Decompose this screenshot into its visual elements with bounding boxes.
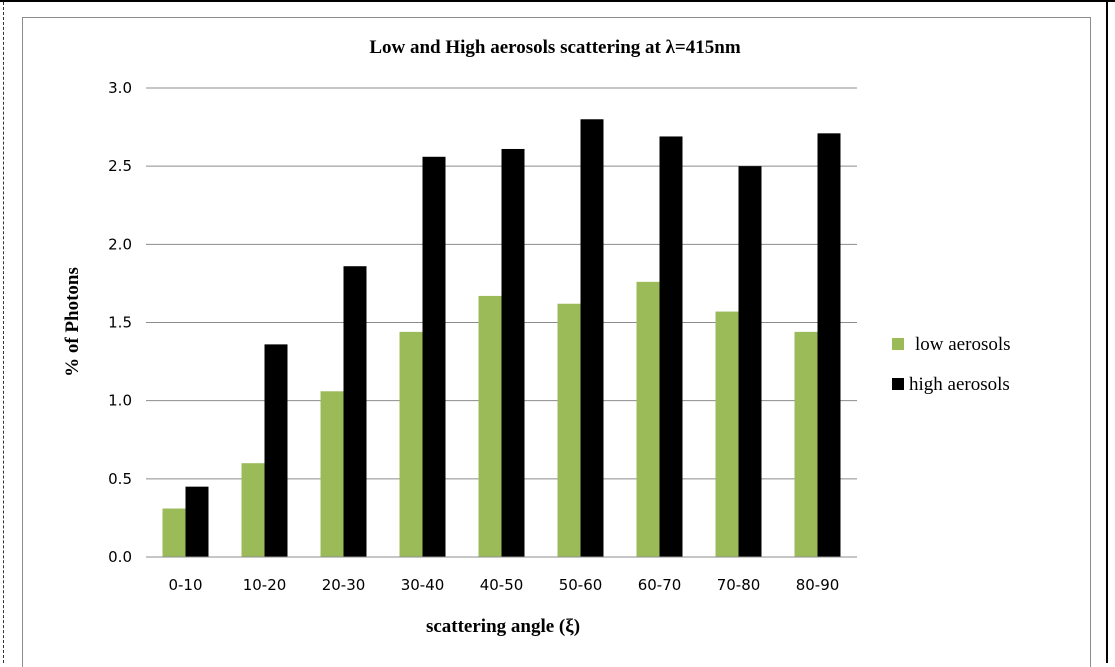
- y-tick-labels: 0.0 0.5 1.0 1.5 2.0 2.5 3.0: [108, 79, 132, 566]
- legend-swatch-low: [892, 338, 904, 350]
- bar-high-80-90: [817, 133, 841, 557]
- y-tick-label: 1.5: [108, 314, 132, 332]
- x-tick-label: 20-30: [322, 576, 366, 594]
- bar-low-20-30: [320, 391, 344, 557]
- legend-swatch-high: [892, 378, 904, 390]
- x-axis-title: scattering angle (ξ): [426, 616, 580, 637]
- legend-label-high: high aerosols: [909, 374, 1010, 395]
- x-tick-label: 50-60: [559, 576, 603, 594]
- y-tick-label: 3.0: [108, 79, 132, 97]
- bar-high-30-40: [422, 156, 446, 557]
- bar-low-40-50: [478, 295, 502, 557]
- bar-high-50-60: [580, 119, 604, 558]
- x-tick-label: 10-20: [243, 576, 287, 594]
- bar-low-10-20: [241, 463, 265, 557]
- y-tick-label: 1.0: [108, 392, 132, 410]
- left-border: [3, 2, 4, 663]
- y-tick-label: 2.0: [108, 235, 132, 253]
- chart-title: Low and High aerosols scattering at λ=41…: [369, 37, 740, 58]
- x-tick-label: 40-50: [480, 576, 524, 594]
- bar-high-20-30: [343, 266, 367, 557]
- y-axis-title: % of Photons: [62, 267, 83, 377]
- bar-low-50-60: [557, 303, 581, 557]
- bar-low-70-80: [715, 311, 739, 557]
- x-tick-label: 30-40: [401, 576, 445, 594]
- x-tick-label: 80-90: [796, 576, 840, 594]
- bar-high-70-80: [738, 166, 762, 557]
- right-border: [1106, 2, 1108, 663]
- bar-low-30-40: [399, 331, 423, 557]
- legend: low aerosols high aerosols: [892, 334, 1011, 395]
- chart-area: [22, 17, 1091, 667]
- y-tick-label: 0.0: [108, 548, 132, 566]
- bar-high-60-70: [659, 136, 683, 558]
- x-tick-labels: 0-10 10-20 20-30 30-40 40-50 50-60 60-70 70-80 8…: [168, 576, 839, 594]
- bar-low-80-90: [794, 331, 818, 557]
- bar-high-0-10: [185, 486, 209, 557]
- legend-label-low: low aerosols: [915, 334, 1011, 355]
- y-tick-label: 0.5: [108, 470, 132, 488]
- bar-low-60-70: [636, 281, 660, 557]
- x-tick-label: 60-70: [638, 576, 682, 594]
- bar-low-0-10: [162, 508, 186, 557]
- bars: [162, 119, 841, 558]
- bar-high-10-20: [264, 344, 288, 557]
- y-tick-label: 2.5: [108, 157, 132, 175]
- x-tick-label: 0-10: [168, 576, 202, 594]
- top-border: [0, 0, 1115, 2]
- bar-high-40-50: [501, 148, 525, 557]
- x-tick-label: 70-80: [717, 576, 761, 594]
